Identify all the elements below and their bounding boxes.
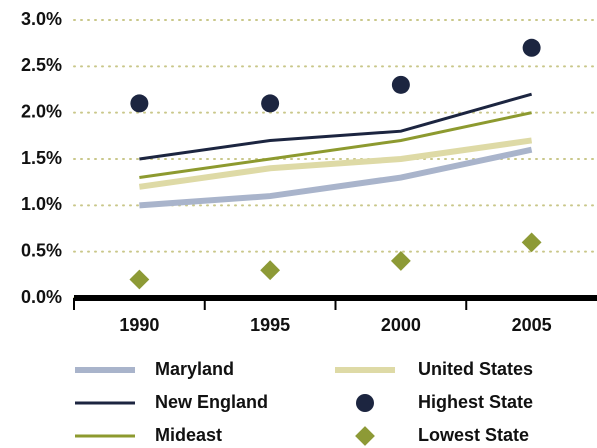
x-tick-label: 2005	[512, 315, 552, 335]
y-tick-label: 0.5%	[21, 240, 62, 260]
y-tick-label: 1.0%	[21, 194, 62, 214]
point	[522, 38, 541, 57]
y-tick-label: 2.0%	[21, 101, 62, 121]
y-tick-label: 3.0%	[21, 9, 62, 29]
x-tick-label: 1995	[250, 315, 290, 335]
legend-label: United States	[418, 359, 533, 379]
series-line	[138, 137, 533, 190]
legend-label: Highest State	[418, 392, 533, 412]
legend-label: New England	[155, 392, 268, 412]
legend-label: Lowest State	[418, 425, 529, 445]
y-tick-label: 0.0%	[21, 287, 62, 307]
legend-label: Maryland	[155, 359, 234, 379]
point	[129, 269, 150, 290]
point	[390, 251, 411, 271]
point	[130, 94, 149, 113]
point	[391, 75, 410, 94]
point	[261, 94, 280, 113]
x-tick-label: 1990	[119, 315, 159, 335]
legend-label: Mideast	[155, 425, 222, 445]
series-line	[139, 146, 533, 209]
y-tick-label: 1.5%	[21, 148, 62, 168]
legend-marker	[356, 394, 374, 412]
series-line	[139, 111, 532, 180]
legend-marker	[355, 426, 375, 446]
point	[521, 232, 542, 253]
y-tick-label: 2.5%	[21, 55, 62, 75]
series-line	[139, 92, 533, 161]
point	[260, 260, 281, 281]
x-tick-label: 2000	[381, 315, 421, 335]
